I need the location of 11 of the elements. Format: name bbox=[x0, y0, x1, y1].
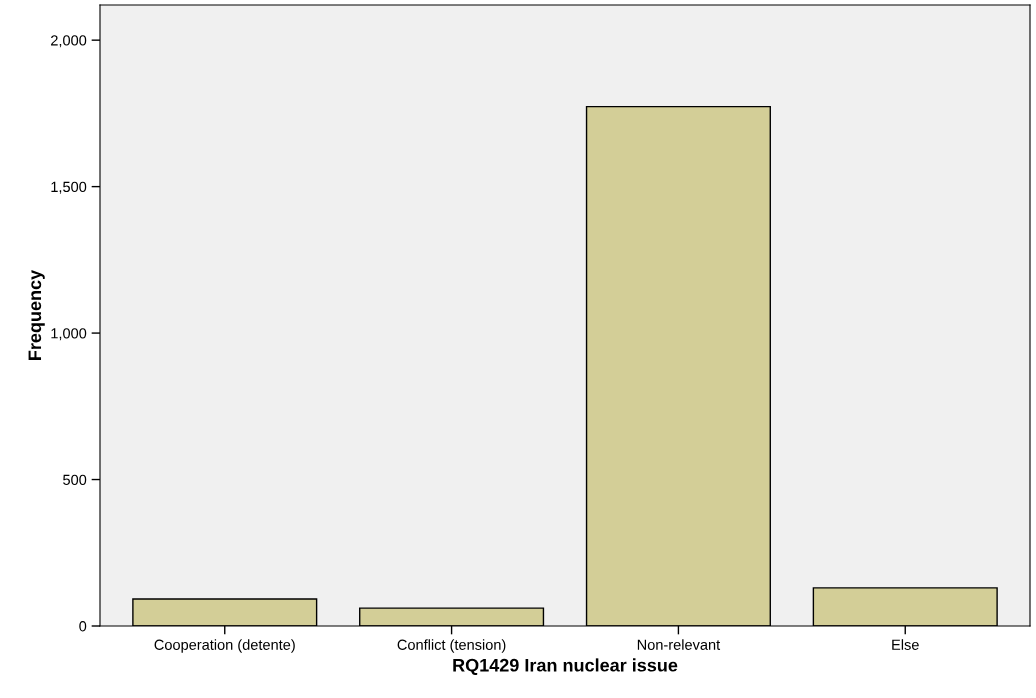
y-axis-title: Frequency bbox=[28, 269, 45, 360]
y-tick-label: 0 bbox=[79, 621, 87, 632]
y-tick-label: 2,000 bbox=[51, 35, 87, 48]
y-tick-label: 1,500 bbox=[51, 181, 87, 194]
y-tick-label: 1,000 bbox=[51, 328, 87, 341]
x-tick-label: Else bbox=[892, 639, 919, 650]
x-axis-title: RQ1429 Iran nuclear issue bbox=[453, 658, 678, 675]
y-tick-label: 500 bbox=[63, 474, 87, 485]
x-tick-label: Conflict (tension) bbox=[397, 639, 506, 653]
x-tick-label: Non-relevant bbox=[637, 639, 721, 650]
x-tick-label: Cooperation (detente) bbox=[154, 639, 295, 653]
